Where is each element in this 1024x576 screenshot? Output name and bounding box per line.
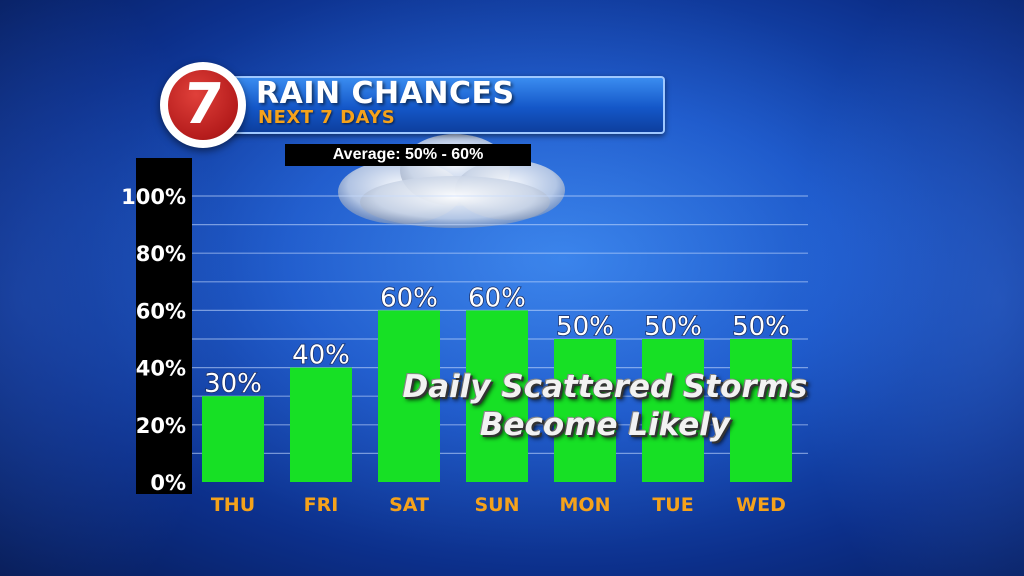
y-tick-label: 20% [136, 414, 186, 438]
bar [730, 339, 792, 482]
y-tick-label: 80% [136, 242, 186, 266]
bar-value-label: 50% [732, 312, 790, 342]
annotation-line-2: Become Likely [479, 407, 731, 443]
bar-value-label: 50% [556, 312, 614, 342]
bar [378, 310, 440, 482]
y-tick-label: 0% [150, 471, 186, 495]
bar-value-label: 50% [644, 312, 702, 342]
bar-value-label: 60% [380, 283, 438, 313]
bar [642, 339, 704, 482]
y-tick-label: 40% [136, 357, 186, 381]
x-category-label: THU [211, 494, 255, 516]
forecast-annotation: Daily Scattered Storms Become Likely [360, 368, 850, 444]
bar-value-label: 40% [292, 341, 350, 371]
x-category-label: SAT [389, 494, 429, 516]
y-tick-label: 100% [121, 185, 186, 209]
average-note: Average: 50% - 60% [285, 144, 531, 166]
channel-7-logo: 7 [160, 62, 246, 148]
bar [466, 310, 528, 482]
bar [290, 367, 352, 482]
bar [554, 339, 616, 482]
x-category-label: MON [560, 494, 611, 516]
y-axis-panel [136, 158, 192, 494]
page-subtitle: NEXT 7 DAYS [258, 107, 396, 128]
header-banner [205, 76, 665, 134]
x-category-label: SUN [474, 494, 519, 516]
annotation-line-1: Daily Scattered Storms [402, 369, 808, 405]
x-category-label: FRI [304, 494, 339, 516]
page-title: RAIN CHANCES [256, 76, 515, 111]
x-category-label: TUE [652, 494, 693, 516]
bar-value-label: 30% [204, 369, 262, 399]
x-category-label: WED [736, 494, 786, 516]
bar [202, 396, 264, 482]
y-tick-label: 60% [136, 299, 186, 323]
bar-value-label: 60% [468, 283, 526, 313]
